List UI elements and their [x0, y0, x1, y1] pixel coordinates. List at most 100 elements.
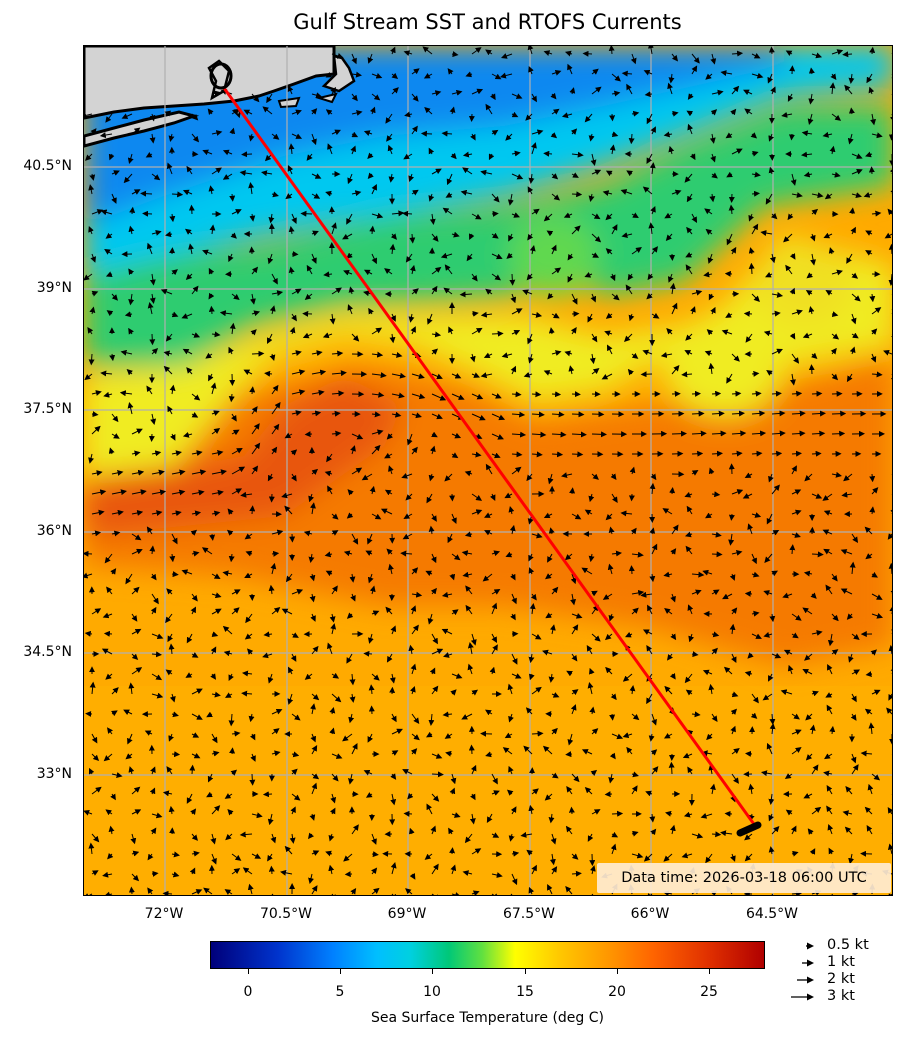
current-arrow	[388, 465, 394, 475]
sst-warm-core-ring	[754, 246, 854, 326]
current-arrow	[668, 761, 675, 775]
current-arrow	[684, 491, 693, 498]
current-arrow	[805, 289, 813, 296]
current-arrow	[451, 513, 457, 524]
current-arrow	[311, 92, 323, 99]
current-arrow	[151, 230, 162, 236]
current-arrow	[569, 87, 576, 95]
current-arrow	[891, 833, 892, 834]
current-arrow	[211, 130, 223, 136]
current-arrow	[767, 73, 774, 84]
current-arrow	[428, 147, 435, 155]
current-arrow	[751, 150, 759, 157]
current-arrow	[803, 171, 813, 178]
current-arrow	[388, 173, 395, 183]
current-arrow	[731, 50, 744, 57]
current-arrow	[88, 353, 95, 366]
current-arrow	[787, 93, 794, 102]
current-arrow	[869, 46, 876, 55]
current-arrow	[791, 430, 806, 437]
current-arrow	[451, 51, 459, 58]
current-arrow	[449, 106, 456, 115]
current-arrow	[551, 173, 559, 180]
current-arrow	[851, 192, 862, 199]
current-arrow	[450, 152, 457, 160]
current-arrow	[471, 273, 478, 282]
current-arrow	[811, 390, 823, 397]
current-arrow	[631, 247, 642, 255]
current-arrow	[851, 153, 863, 159]
current-arrow	[271, 133, 280, 140]
current-arrow	[84, 112, 93, 119]
current-arrow	[241, 151, 253, 158]
current-arrow	[830, 347, 837, 355]
current-arrow	[871, 132, 883, 139]
current-arrow	[511, 451, 523, 458]
current-arrow	[831, 471, 842, 478]
current-arrow	[386, 133, 393, 142]
current-vectors	[84, 46, 892, 895]
current-arrow	[250, 329, 257, 336]
current-arrow	[851, 272, 859, 279]
current-arrow	[267, 473, 274, 482]
current-arrow	[389, 243, 396, 255]
current-arrow	[689, 153, 696, 161]
current-arrow	[188, 243, 195, 255]
current-arrow	[191, 133, 200, 143]
current-arrow	[384, 489, 393, 496]
current-arrow	[211, 167, 222, 175]
current-arrow	[182, 189, 193, 196]
current-arrow	[791, 465, 797, 475]
sst-map[interactable]	[83, 45, 893, 896]
current-arrow	[591, 333, 598, 343]
current-arrow	[888, 273, 892, 286]
colorbar-tick-25	[709, 969, 710, 974]
current-arrow	[770, 212, 778, 220]
current-arrow	[149, 113, 156, 122]
current-arrow	[271, 290, 284, 297]
current-arrow	[231, 447, 243, 455]
current-arrow	[831, 49, 844, 55]
current-arrow	[650, 126, 656, 135]
current-arrow	[264, 370, 273, 377]
current-arrow	[499, 72, 513, 79]
current-arrow	[611, 90, 621, 97]
current-arrow	[371, 513, 382, 520]
current-arrow	[390, 313, 396, 322]
current-arrow	[268, 213, 275, 224]
current-arrow	[589, 353, 596, 365]
current-arrow	[104, 248, 113, 255]
current-arrow	[724, 810, 733, 817]
current-arrow	[231, 108, 241, 115]
current-arrow	[440, 252, 453, 259]
current-arrow	[208, 305, 215, 315]
current-arrow	[191, 469, 207, 476]
current-arrow	[768, 473, 774, 483]
current-arrow	[331, 53, 344, 59]
data-time-label: Data time: 2026-03-18 06:00 UTC	[597, 863, 891, 893]
current-arrow	[251, 310, 261, 317]
current-arrow	[884, 232, 892, 239]
current-arrow	[431, 331, 442, 338]
current-arrow	[751, 190, 760, 197]
current-arrow	[529, 245, 536, 255]
current-arrow	[571, 225, 581, 235]
current-arrow	[248, 182, 255, 195]
lat-label-39: 39°N	[36, 280, 72, 296]
current-arrow	[111, 489, 127, 496]
current-arrow	[311, 369, 327, 376]
current-arrow	[811, 208, 819, 216]
current-arrow	[630, 53, 637, 65]
current-arrow	[690, 306, 696, 315]
current-arrow	[119, 390, 133, 397]
current-arrow	[160, 288, 173, 295]
current-arrow	[471, 327, 483, 335]
current-arrow	[128, 327, 134, 335]
current-arrow	[648, 222, 655, 235]
current-arrow	[331, 390, 345, 397]
current-arrow	[771, 450, 783, 457]
current-arrow	[511, 173, 524, 180]
current-arrow	[850, 313, 857, 325]
current-arrow	[491, 330, 504, 337]
current-arrow	[647, 273, 654, 281]
